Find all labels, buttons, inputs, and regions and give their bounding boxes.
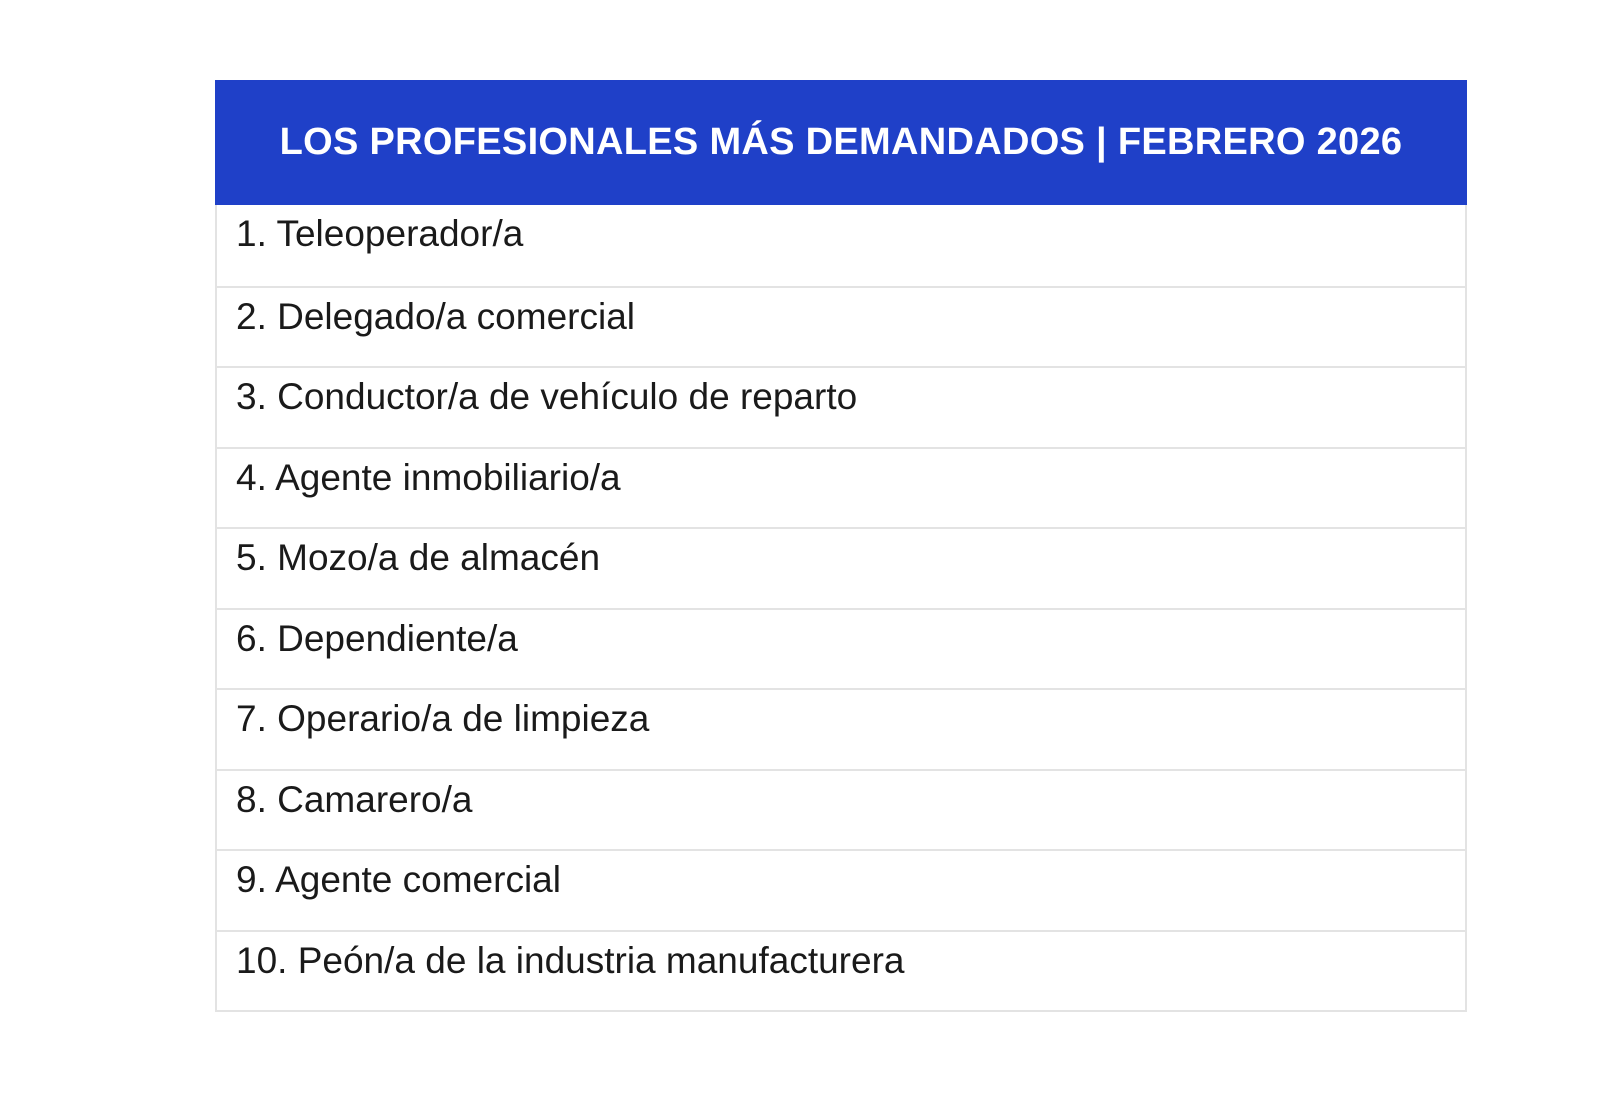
table-row: 4. Agente inmobiliario/a [217, 446, 1465, 528]
table-row: 1. Teleoperador/a [217, 205, 1465, 286]
row-label: 4. Agente inmobiliario/a [236, 456, 621, 498]
row-label: 3. Conductor/a de vehículo de reparto [236, 376, 858, 417]
row-label: 5. Mozo/a de almacén [236, 537, 601, 578]
table-row: 6. Dependiente/a [217, 607, 1465, 689]
row-label: 2. Delegado/a comercial [236, 295, 635, 337]
table-row: 7. Operario/a de limpieza [217, 688, 1465, 769]
table-row: 8. Camarero/a [217, 768, 1465, 850]
row-label: 10. Peón/a de la industria manufacturera [236, 939, 905, 981]
row-label: 9. Agente comercial [236, 859, 561, 900]
row-label: 6. Dependiente/a [236, 617, 518, 659]
ranking-table: LOS PROFESIONALES MÁS DEMANDADOS | FEBRE… [215, 80, 1467, 1012]
row-label: 8. Camarero/a [236, 778, 473, 820]
table-row: 3. Conductor/a de vehículo de reparto [217, 366, 1465, 447]
table-row: 2. Delegado/a comercial [217, 285, 1465, 367]
table-header: LOS PROFESIONALES MÁS DEMANDADOS | FEBRE… [215, 80, 1467, 205]
table-body: 1. Teleoperador/a 2. Delegado/a comercia… [217, 205, 1465, 1010]
row-label: 7. Operario/a de limpieza [236, 698, 650, 739]
row-label: 1. Teleoperador/a [236, 213, 524, 254]
table-row: 10. Peón/a de la industria manufacturera [217, 929, 1465, 1011]
table-row: 9. Agente comercial [217, 849, 1465, 930]
table-row: 5. Mozo/a de almacén [217, 527, 1465, 608]
table-title: LOS PROFESIONALES MÁS DEMANDADOS | FEBRE… [279, 121, 1403, 163]
